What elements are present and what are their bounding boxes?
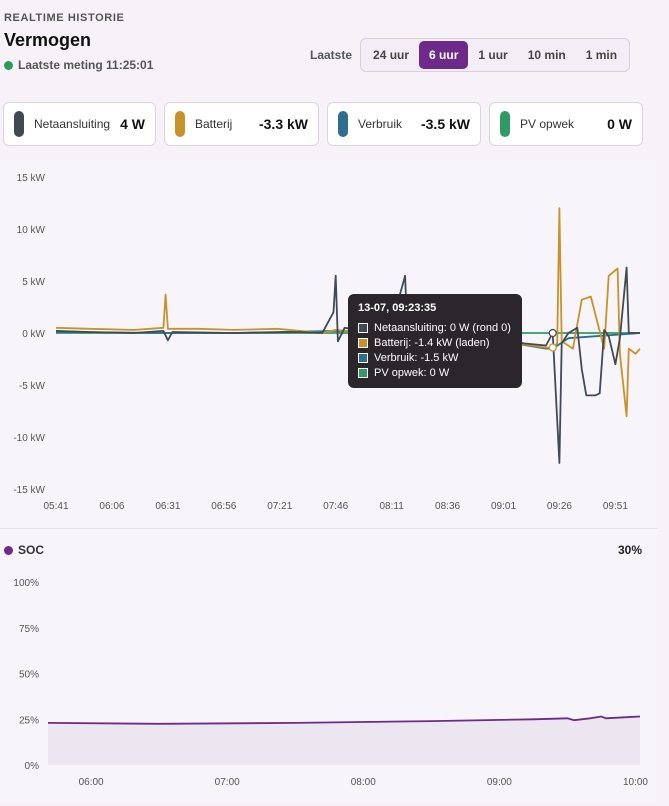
soc-x-tick-label: 06:00	[79, 777, 104, 788]
x-tick-label: 06:31	[155, 501, 180, 512]
tooltip-swatch-icon	[358, 368, 368, 378]
soc-area-fill	[48, 716, 640, 765]
last-measurement-text: Laatste meting 11:25:01	[18, 58, 154, 72]
y-tick-label: 10 kW	[17, 225, 46, 236]
soc-y-tick-label: 100%	[13, 578, 39, 589]
soc-y-tick-label: 25%	[19, 715, 39, 726]
time-range-selector: Laatste 24 uur 6 uur 1 uur 10 min 1 min	[310, 38, 631, 72]
metric-card-1[interactable]: Batterij -3.3 kW	[164, 102, 319, 146]
chart-tooltip: 13-07, 09:23:35 Netaansluiting: 0 W (ron…	[348, 294, 522, 388]
x-tick-label: 09:51	[603, 501, 628, 512]
metric-card-0[interactable]: Netaansluiting 4 W	[3, 102, 156, 146]
tooltip-row-2: Verbruik: -1.5 kW	[358, 352, 512, 364]
tooltip-swatch-icon	[358, 323, 368, 333]
x-tick-label: 07:46	[323, 501, 348, 512]
soc-line	[47, 715, 641, 725]
tooltip-row-3: PV opwek: 0 W	[358, 367, 512, 379]
tooltip-row-text: Netaansluiting: 0 W (rond 0)	[374, 322, 511, 334]
tooltip-swatch-icon	[358, 353, 368, 363]
soc-legend-dot-icon	[4, 545, 13, 555]
range-label: Laatste	[310, 48, 353, 62]
series-swatch-icon	[338, 111, 348, 137]
x-tick-label: 09:26	[547, 501, 572, 512]
x-tick-label: 06:06	[99, 501, 124, 512]
range-option-4[interactable]: 1 min	[585, 48, 618, 62]
metric-cards: Netaansluiting 4 W Batterij -3.3 kW Verbruik…	[3, 102, 643, 146]
tooltip-row-0: Netaansluiting: 0 W (rond 0)	[358, 322, 512, 334]
x-tick-label: 07:21	[267, 501, 292, 512]
series-swatch-icon	[14, 111, 24, 137]
tooltip-title: 13-07, 09:23:35	[358, 302, 437, 314]
soc-chart: 100% 75% 50% 25% 0% 06:00 07:00 08:00 09:00 10:00	[13, 578, 648, 788]
soc-y-tick-label: 0%	[25, 761, 40, 772]
tooltip-row-text: PV opwek: 0 W	[374, 367, 450, 379]
soc-value: 30%	[617, 543, 642, 557]
range-option-1[interactable]: 6 uur	[419, 41, 469, 69]
tooltip-row-text: Batterij: -1.4 kW (laden)	[374, 337, 490, 349]
metric-card-value: -3.5 kW	[420, 116, 470, 132]
series-swatch-icon	[500, 111, 510, 137]
metric-card-label: Verbruik	[358, 117, 403, 131]
x-tick-label: 08:36	[435, 501, 460, 512]
y-tick-label: -15 kW	[13, 485, 45, 496]
metric-card-3[interactable]: PV opwek 0 W	[489, 102, 643, 146]
y-tick-label: -5 kW	[19, 381, 46, 392]
eyebrow-label: REALTIME HISTORIE	[4, 12, 125, 24]
y-tick-label: -10 kW	[13, 433, 45, 444]
range-option-2[interactable]: 1 uur	[478, 48, 508, 62]
y-tick-label: 0 kW	[22, 329, 45, 340]
hover-marker-batterij	[548, 343, 557, 352]
hover-marker-netaansluiting	[548, 328, 557, 338]
soc-y-tick-label: 75%	[19, 624, 39, 635]
soc-header: SOC	[4, 543, 44, 557]
soc-chart-panel: 100% 75% 50% 25% 0% 06:00 07:00 08:00 09:00 10:00	[0, 528, 658, 801]
metric-card-label: Batterij	[195, 117, 233, 131]
soc-y-tick-label: 50%	[19, 670, 39, 681]
series-swatch-icon	[175, 111, 185, 137]
metric-card-value: 4 W	[120, 116, 145, 132]
metric-card-label: PV opwek	[520, 117, 575, 131]
soc-label: SOC	[18, 543, 45, 557]
y-tick-label: 5 kW	[22, 277, 45, 288]
soc-x-tick-label: 07:00	[215, 777, 240, 788]
metric-card-label: Netaansluiting	[34, 117, 111, 131]
tooltip-row-text: Verbruik: -1.5 kW	[374, 352, 459, 364]
x-tick-label: 05:41	[43, 501, 68, 512]
range-option-3[interactable]: 10 min	[527, 48, 566, 62]
metric-card-value: 0 W	[607, 116, 632, 132]
last-measurement: Laatste meting 11:25:01	[4, 58, 153, 72]
tooltip-row-1: Batterij: -1.4 kW (laden)	[358, 337, 512, 349]
page-title: Vermogen	[4, 30, 92, 50]
range-segmented-control: 24 uur 6 uur 1 uur 10 min 1 min	[360, 38, 631, 72]
power-chart-panel: 15 kW 10 kW 5 kW 0 kW -5 kW -10 kW -15 kW 05:41…	[0, 160, 658, 527]
metric-card-value: -3.3 kW	[258, 116, 308, 132]
range-option-0[interactable]: 24 uur	[373, 48, 410, 62]
power-chart: 15 kW 10 kW 5 kW 0 kW -5 kW -10 kW -15 kW 05:41…	[13, 173, 641, 512]
x-tick-label: 09:01	[491, 501, 516, 512]
status-dot-icon	[4, 60, 13, 70]
y-tick-label: 15 kW	[17, 173, 46, 184]
x-tick-label: 08:11	[379, 501, 404, 512]
soc-x-tick-label: 09:00	[487, 777, 512, 788]
soc-x-tick-label: 08:00	[351, 777, 376, 788]
soc-x-tick-label: 10:00	[623, 777, 648, 788]
tooltip-swatch-icon	[358, 338, 368, 348]
x-tick-label: 06:56	[211, 501, 236, 512]
metric-card-2[interactable]: Verbruik -3.5 kW	[327, 102, 481, 146]
